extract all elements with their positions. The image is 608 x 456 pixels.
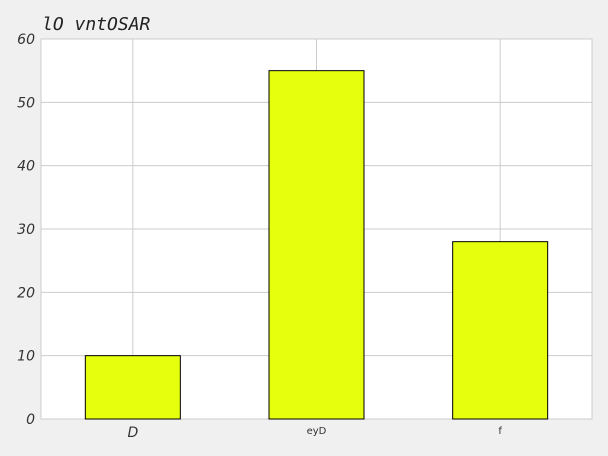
- y-tick-label-1: 10: [17, 349, 35, 365]
- chart-title: lO vntOSAR: [42, 14, 151, 35]
- bars: [84, 70, 549, 420]
- bar-1: [268, 70, 365, 420]
- y-tick-label-6: 60: [17, 32, 35, 48]
- y-tick-label-5: 50: [17, 95, 35, 111]
- bar-2: [452, 241, 549, 420]
- y-axis-ticks: 0 10 20 30 40 50 60: [17, 32, 35, 428]
- y-tick-label-2: 20: [17, 285, 35, 301]
- x-tick-label-1: eyD: [307, 426, 327, 437]
- x-tick-label-0: D: [127, 425, 138, 441]
- x-tick-label-2: f: [498, 426, 502, 437]
- y-tick-label-3: 30: [17, 222, 35, 238]
- y-tick-label-0: 0: [26, 412, 35, 428]
- bar-0: [84, 355, 181, 420]
- y-tick-label-4: 40: [17, 159, 35, 175]
